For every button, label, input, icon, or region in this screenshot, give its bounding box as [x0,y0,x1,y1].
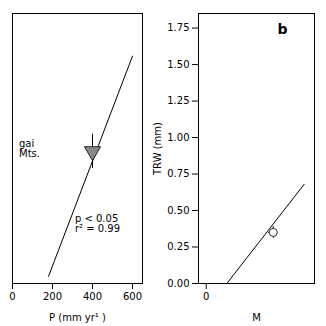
svg-text:b: b [277,21,287,37]
svg-text:P (mm yr¹ ): P (mm yr¹ ) [49,312,106,323]
svg-text:1.25: 1.25 [167,95,189,106]
svg-text:1.00: 1.00 [167,132,189,143]
svg-text:M: M [252,312,261,323]
svg-text:0.50: 0.50 [167,205,189,216]
svg-text:1.50: 1.50 [167,59,189,70]
svg-text:400: 400 [83,291,102,302]
svg-text:0.25: 0.25 [167,241,189,252]
svg-text:0: 0 [9,291,15,302]
svg-text:0.75: 0.75 [167,168,189,179]
svg-text:1.75: 1.75 [167,22,189,33]
svg-text:TRW (mm): TRW (mm) [152,122,163,176]
svg-text:0.00: 0.00 [167,278,189,289]
svg-text:0: 0 [203,291,209,302]
svg-text:p < 0.05r² = 0.99: p < 0.05r² = 0.99 [75,213,120,234]
svg-text:gaiMts.: gaiMts. [19,138,40,159]
svg-text:600: 600 [123,291,142,302]
svg-text:200: 200 [43,291,62,302]
